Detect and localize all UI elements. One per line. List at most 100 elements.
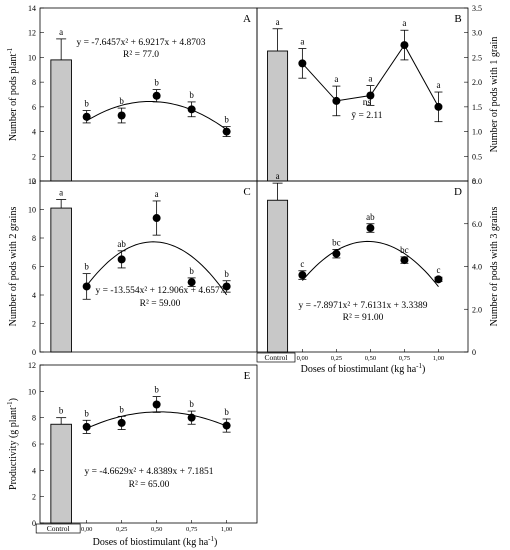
- y-tick-label: 2.0: [472, 78, 482, 87]
- y-tick-label: 14: [28, 4, 36, 13]
- significance-letter: c: [436, 265, 440, 275]
- control-letter: a: [276, 17, 280, 27]
- data-point: [222, 421, 231, 430]
- y-tick-label: 0.5: [472, 152, 482, 161]
- y-tick-label: 6.0: [472, 220, 482, 229]
- x-tick-label: 0,00: [81, 526, 92, 533]
- y-axis-label-text: Number of pods with 1 grain: [489, 37, 500, 153]
- y-tick-label: 12: [28, 177, 36, 186]
- control-bar: [50, 207, 72, 353]
- control-box: [256, 352, 296, 363]
- data-point: [366, 224, 375, 233]
- r-squared: R² = 77.0: [123, 50, 159, 60]
- significance-letter: b: [189, 399, 194, 409]
- x-tick-label: 1,00: [221, 526, 232, 533]
- y-tick-label: 8: [32, 414, 36, 423]
- x-axis-label-text: Doses of biostimulant (kg ha: [301, 364, 417, 375]
- data-point: [298, 59, 307, 68]
- y-tick-label: 3.0: [472, 29, 482, 38]
- significance-letter: b: [224, 269, 229, 279]
- panel-B: 0 0.5 1.0 1.5 2.0 2.5 3.0 3.5 Number of pods wit…: [256, 4, 500, 186]
- data-point: [400, 41, 409, 50]
- x-tick-label: 0,25: [331, 355, 342, 362]
- x-axis-label-text: Doses of biostimulant (kg ha: [93, 537, 209, 548]
- r-squared: R² = 91.00: [343, 313, 384, 323]
- significance-letter: b: [154, 78, 159, 88]
- y-axis-label-text: Number of pods with 2 grains: [8, 207, 19, 327]
- data-point: [434, 102, 443, 111]
- y-tick-label: 4: [32, 466, 36, 475]
- control-bar: [50, 59, 72, 182]
- significance-letter: b: [84, 408, 89, 418]
- significance-letter: a: [402, 18, 406, 28]
- y-tick-label: 10: [28, 53, 36, 62]
- data-point: [332, 249, 341, 258]
- y-axis-label-sup: -1: [6, 401, 14, 407]
- x-tick-label: 0,50: [365, 355, 376, 362]
- panel-frame: [39, 364, 258, 524]
- regression-equation: y = -7.8971x² + 7.6131x + 3.3389: [299, 301, 428, 311]
- y-tick-label: 4.0: [472, 263, 482, 272]
- y-tick-label: 3.5: [472, 4, 482, 13]
- data-point: [366, 91, 375, 100]
- y-tick-label: 0: [472, 348, 476, 357]
- panel-frame: [256, 7, 469, 182]
- significance-letter: b: [224, 115, 229, 125]
- significance-letter: b: [224, 407, 229, 417]
- x-tick-label: 0,75: [399, 355, 410, 362]
- x-axis-label: Doses of biostimulant (kg ha-1): [301, 362, 426, 375]
- y-tick-label: 2.5: [472, 53, 482, 62]
- significance-letter: b: [189, 266, 194, 276]
- y-tick-label: 0: [32, 519, 36, 528]
- y-tick-label: 1.0: [472, 128, 482, 137]
- significance-letter: b: [84, 262, 89, 272]
- y-tick-label: 4: [32, 128, 36, 137]
- panel-letter: E: [244, 370, 251, 382]
- data-point: [82, 422, 91, 431]
- y-tick-label: 4: [32, 291, 36, 300]
- y-tick-label: 12: [28, 29, 36, 38]
- regression-equation: y = -4.6629x² + 4.8389x + 7.1851: [85, 467, 214, 477]
- y-tick-label: 8.0: [472, 177, 482, 186]
- significance-letter: b: [189, 90, 194, 100]
- data-point: [152, 91, 161, 100]
- fit-curve: [86, 241, 228, 296]
- y-tick-label: 12: [28, 361, 36, 370]
- y-tick-label: 6: [32, 103, 36, 112]
- data-point: [117, 418, 126, 427]
- x-axis-label-end: ): [214, 537, 217, 548]
- y-axis-label: Number of pods plant-1: [6, 47, 19, 141]
- control-letter: a: [59, 188, 63, 198]
- significance-letter: ab: [366, 212, 375, 222]
- y-tick-label: 2: [32, 493, 36, 502]
- regression-equation: y = -7.6457x² + 6.9217x + 4.8703: [77, 38, 206, 48]
- x-axis-label-sup: -1: [416, 362, 422, 370]
- data-point: [82, 112, 91, 121]
- data-point: [117, 255, 126, 264]
- panel-letter: B: [454, 13, 461, 25]
- significance-letter: b: [119, 96, 124, 106]
- data-point: [187, 413, 196, 422]
- data-point: [222, 282, 231, 291]
- x-axis-label-end: ): [422, 364, 425, 375]
- panel-letter: A: [243, 13, 251, 25]
- control-label: Control: [47, 524, 70, 533]
- regression-equation: y = -13.554x² + 12.906x + 4.6577: [96, 286, 225, 296]
- y-tick-label: 2.0: [472, 305, 482, 314]
- y-tick-label: 1.5: [472, 103, 482, 112]
- panel-D: 0 2.0 4.0 6.0 8.0 Number of pods with 3 grain…: [256, 171, 500, 375]
- y-tick-label: 6: [32, 263, 36, 272]
- y-tick-label: 2: [32, 320, 36, 329]
- significance-letter: bc: [400, 245, 409, 255]
- y-tick-label: 0: [472, 177, 476, 186]
- y-axis-label: Number of pods with 2 grains: [8, 207, 19, 327]
- control-letter: b: [59, 406, 64, 416]
- y-axis-label: Productivity (g plant-1): [6, 398, 19, 490]
- significance-letter: a: [368, 74, 372, 84]
- data-point: [187, 278, 196, 287]
- significance-letter: b: [119, 404, 124, 414]
- y-tick-label: 0: [32, 177, 36, 186]
- control-label: Control: [265, 353, 288, 362]
